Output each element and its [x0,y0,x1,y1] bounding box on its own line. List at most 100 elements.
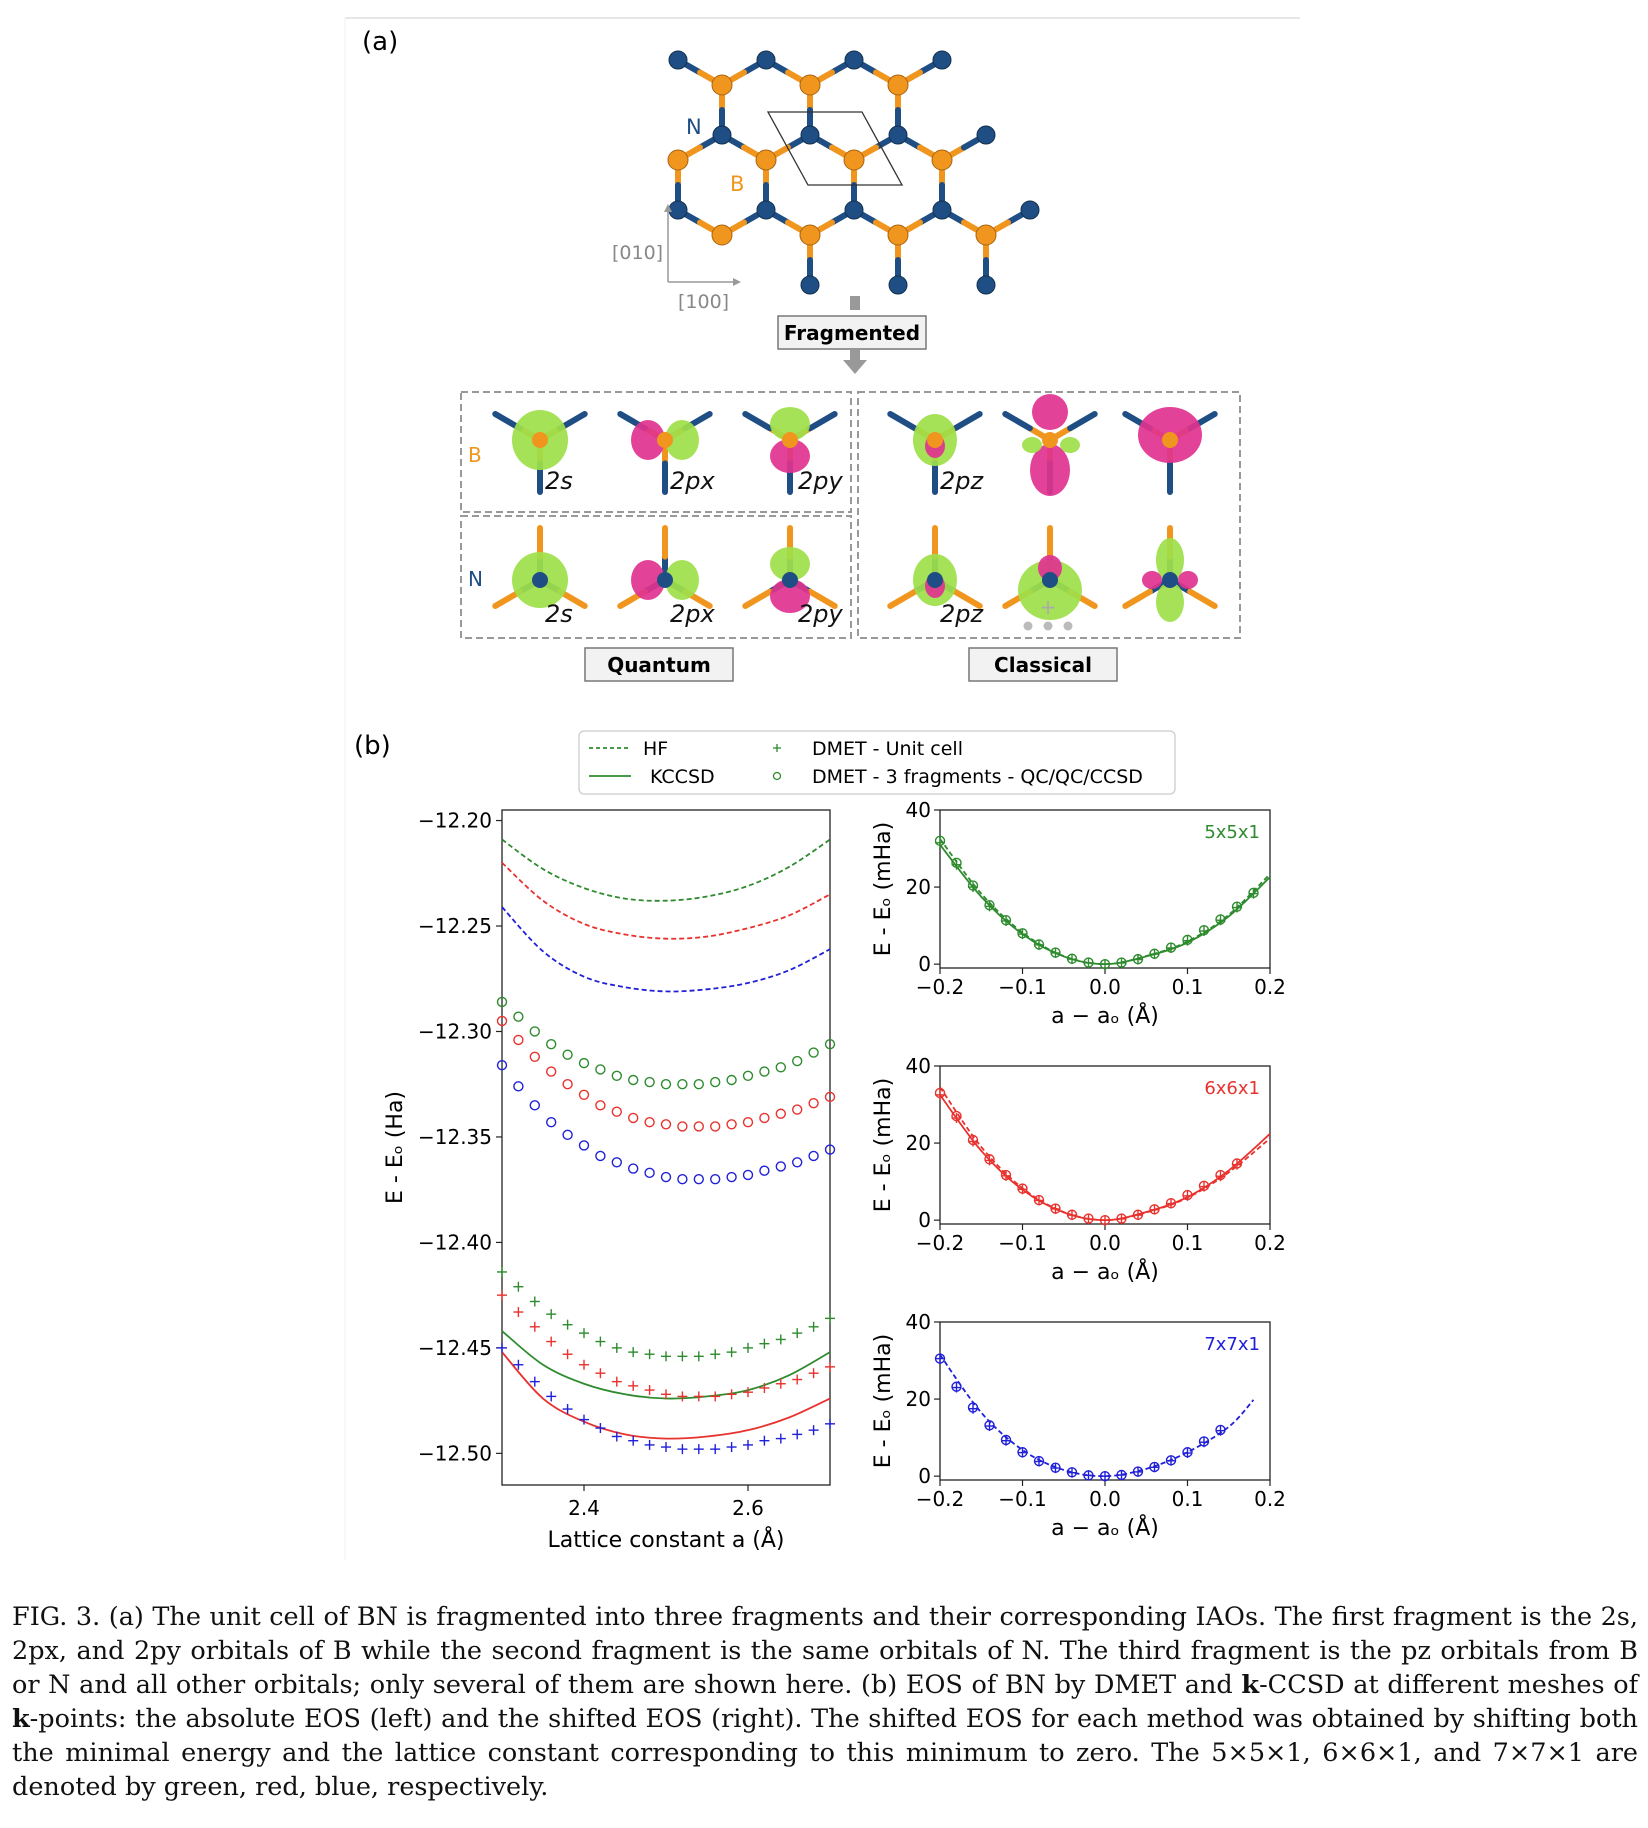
shifted-eos-plots: 0 20 40 −0.2 −0.1 0.0 0.1 0.2 a − aₒ (Å) E - Eₒ (… [871,798,1286,1541]
absolute-dmet-3-fragments-qc-qc-ccsd-6x6x1-7 [611,1106,622,1117]
absolute-ytick-label-6: −12.50 [418,1441,492,1465]
absolute-dmet-3-fragments-qc-qc-ccsd-5x5x1-15 [742,1070,754,1081]
shifted-7x7x1-dmet-frag-7 [1050,1462,1061,1473]
absolute-dmet-unit-cell-5x5x1-0 [497,1266,507,1277]
absolute-dmet-unit-cell-7x7x1-15 [743,1439,753,1450]
absolute-dmet-3-fragments-qc-qc-ccsd-5x5x1-18 [792,1055,803,1067]
shifted-6x6x1-xlabel: a − aₒ (Å) [1051,1258,1159,1285]
absolute-dmet-3-fragments-qc-qc-ccsd-7x7x1-2 [529,1100,540,1111]
caption-part-3: -points: the absolute EOS (left) and the… [12,1704,1638,1802]
shifted-6x6x1-dmet-frag-18 [1231,1158,1243,1169]
absolute-dmet-unit-cell-7x7x1-18 [792,1429,803,1440]
orbital-b-2pz [887,411,983,495]
shifted-5x5x1-dmet-unit-7 [1050,947,1061,958]
absolute-ytick-label-2: −12.30 [418,1019,492,1043]
absolute-dmet-3-fragments-qc-qc-ccsd-6x6x1-13 [710,1121,721,1132]
shifted-7x7x1-ylabel: E - Eₒ (mHa) [871,1334,896,1468]
absolute-ylabel: E - Eₒ (Ha) [383,1091,408,1204]
absolute-dmet-3-fragments-qc-qc-ccsd-6x6x1-9 [644,1116,655,1128]
boron-atom-3 [755,149,777,171]
absolute-dmet-3-fragments-qc-qc-ccsd-7x7x1-8 [628,1163,639,1174]
shifted-7x7x1-dmet-frag-11 [1116,1469,1127,1481]
absolute-dmet-3-fragments-qc-qc-ccsd-5x5x1-3 [546,1038,557,1050]
shifted-7x7x1-ytick-label-2: 40 [906,1310,931,1334]
shifted-5x5x1-ytick-label-0: 0 [918,952,931,976]
absolute-dmet-3-fragments-qc-qc-ccsd-5x5x1-7 [611,1070,622,1081]
absolute-ytick-label-3: −12.35 [418,1125,492,1149]
absolute-dmet-unit-cell-7x7x1-17 [775,1433,786,1444]
absolute-dmet-3-fragments-qc-qc-ccsd-7x7x1-9 [644,1167,655,1179]
shifted-5x5x1-dmet-frag-1 [951,857,962,868]
absolute-dmet-unit-cell-6x6x1-18 [792,1374,803,1385]
absolute-dmet-3-fragments-qc-qc-ccsd-6x6x1-17 [775,1108,786,1119]
absolute-dmet-unit-cell-7x7x1-10 [661,1442,671,1453]
shifted-7x7x1-dmet-frag-2 [967,1402,979,1413]
shifted-5x5x1-xtick-label-0: −0.2 [916,975,965,999]
absolute-kccsd-6x6x1 [501,1351,831,1440]
shifted-7x7x1-dmet-unit-8 [1067,1467,1077,1478]
absolute-xtick-label-1: 2.6 [732,1496,764,1520]
nitrogen-atom-4 [712,125,732,145]
shifted-6x6x1-dmet-frag-10 [1099,1214,1111,1226]
shifted-6x6x1-ylabel: E - Eₒ (mHa) [871,1078,896,1212]
absolute-dmet-unit-cell-6x6x1-4 [562,1349,573,1360]
absolute-dmet-unit-cell-5x5x1-9 [644,1349,655,1360]
absolute-dmet-3-fragments-qc-qc-ccsd-6x6x1-18 [792,1104,803,1115]
legend [578,730,1176,795]
absolute-dmet-3-fragments-qc-qc-ccsd-5x5x1-4 [562,1049,573,1060]
shifted-5x5x1-dmet-unit-6 [1034,939,1044,950]
shifted-6x6x1-dmet-unit-9 [1083,1213,1094,1224]
shifted-5x5x1-ylabel: E - Eₒ (mHa) [871,822,896,956]
absolute-ytick-label-0: −12.20 [418,809,492,833]
shifted-5x5x1-ytick-label-2: 40 [906,798,931,822]
shifted-6x6x1-xtick-label-1: −0.1 [998,1231,1047,1255]
shifted-5x5x1-dmet-frag-5 [1017,928,1028,939]
shifted-7x7x1-dmet-unit-5 [1017,1447,1028,1458]
shifted-6x6x1-dmet-unit-1 [951,1113,962,1124]
shifted-7x7x1-dmet-frag-9 [1083,1470,1094,1481]
shifted-7x7x1-xtick-label-1: −0.1 [998,1487,1047,1511]
nitrogen-atom-1 [756,50,776,70]
shifted-6x6x1-dmet-frag-8 [1066,1209,1078,1220]
shifted-6x6x1-dmet-frag-9 [1083,1213,1094,1224]
nitrogen-atom-0 [668,50,688,70]
shifted-6x6x1-xtick-label-2: 0.0 [1089,1231,1121,1255]
shifted-5x5x1-dmet-frag-0 [934,835,946,847]
absolute-dmet-3-fragments-qc-qc-ccsd-7x7x1-18 [792,1157,803,1168]
absolute-dmet-3-fragments-qc-qc-ccsd-7x7x1-20 [824,1144,836,1155]
absolute-dmet-3-fragments-qc-qc-ccsd-7x7x1-1 [513,1081,524,1092]
absolute-dmet-3-fragments-qc-qc-ccsd-5x5x1-5 [578,1057,590,1069]
shifted-6x6x1-xtick-label-0: −0.2 [916,1231,965,1255]
absolute-dmet-3-fragments-qc-qc-ccsd-6x6x1-5 [578,1089,590,1100]
absolute-xlabel: Lattice constant a (Å) [547,1526,784,1553]
classical-box [968,647,1118,682]
absolute-dmet-unit-cell-7x7x1-4 [562,1404,573,1415]
panel-b-label: (b) [354,731,391,761]
shifted-5x5x1-dmet-unit-9 [1083,957,1094,968]
absolute-dmet-unit-cell-6x6x1-15 [743,1387,753,1398]
absolute-dmet-3-fragments-qc-qc-ccsd-7x7x1-14 [726,1171,737,1183]
shifted-6x6x1-dmet-unit-11 [1116,1213,1127,1224]
shifted-7x7x1-xlabel: a − aₒ (Å) [1051,1514,1159,1541]
shifted-5x5x1-dmet-unit-0 [935,837,945,848]
orbital-b-2s [492,410,588,495]
legend-dmet-frag-swatch [772,771,782,781]
absolute-dmet-3-fragments-qc-qc-ccsd-7x7x1-0 [496,1060,508,1071]
shifted-6x6x1-dmet-frag-16 [1198,1180,1210,1192]
absolute-dmet-unit-cell-5x5x1-7 [611,1342,622,1353]
absolute-dmet-unit-cell-7x7x1-16 [759,1435,770,1446]
absolute-dmet-unit-cell-5x5x1-13 [710,1349,721,1360]
more-orbitals-ellipsis [1023,621,1073,631]
caption-bold-k-2: k [12,1704,30,1734]
absolute-dmet-3-fragments-qc-qc-ccsd-6x6x1-2 [529,1051,540,1062]
atom-label-n: N [686,115,702,139]
absolute-dmet-unit-cell-7x7x1-9 [644,1439,655,1450]
absolute-dmet-3-fragments-qc-qc-ccsd-7x7x1-11 [677,1173,688,1185]
shifted-7x7x1-ytick-label-1: 20 [906,1387,931,1411]
absolute-dmet-unit-cell-7x7x1-12 [693,1444,704,1455]
absolute-dmet-3-fragments-qc-qc-ccsd-5x5x1-17 [775,1062,786,1073]
shifted-5x5x1-ytick-label-1: 20 [906,875,931,899]
absolute-dmet-3-fragments-qc-qc-ccsd-7x7x1-4 [562,1129,573,1141]
absolute-dmet-3-fragments-qc-qc-ccsd-7x7x1-12 [693,1173,704,1185]
absolute-dmet-3-fragments-qc-qc-ccsd-6x6x1-4 [562,1079,573,1090]
